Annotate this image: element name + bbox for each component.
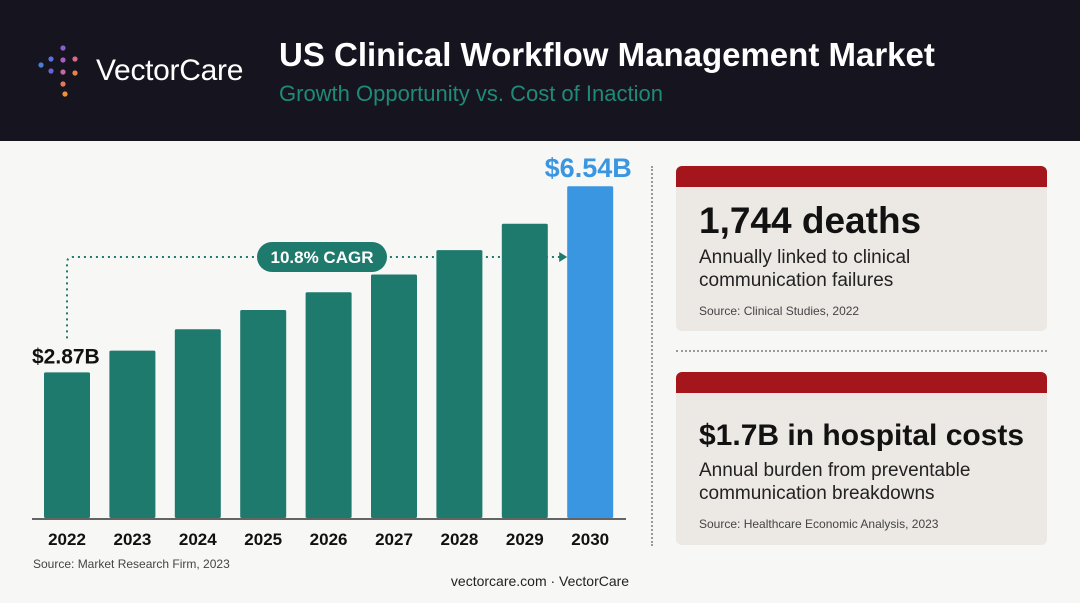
data-label-2022: $2.87B bbox=[32, 345, 100, 368]
card-accent-bar bbox=[676, 166, 1047, 187]
cagr-arrowhead bbox=[559, 252, 568, 262]
data-label-2030: $6.54B bbox=[545, 153, 632, 183]
vectorcare-logo-icon bbox=[38, 45, 78, 97]
cagr-connector-line bbox=[66, 256, 562, 339]
footer-text: vectorcare.com · VectorCare bbox=[450, 573, 630, 589]
card-source: Source: Clinical Studies, 2022 bbox=[699, 304, 860, 318]
stat-card-costs: $1.7B in hospital costs Annual burden fr… bbox=[676, 372, 1047, 545]
bar-2025 bbox=[240, 309, 287, 518]
horizontal-divider bbox=[676, 350, 1047, 352]
chart-source: Source: Market Research Firm, 2023 bbox=[33, 557, 230, 571]
cagr-label: 10.8% CAGR bbox=[271, 248, 374, 267]
card-source: Source: Healthcare Economic Analysis, 20… bbox=[699, 517, 939, 531]
bar-2030 bbox=[567, 186, 614, 519]
x-tick-label: 2024 bbox=[179, 530, 217, 549]
x-tick-label: 2022 bbox=[48, 530, 86, 549]
card-accent-bar bbox=[676, 372, 1047, 393]
x-tick-label: 2027 bbox=[375, 530, 413, 549]
x-tick-label: 2030 bbox=[571, 530, 609, 549]
market-bar-chart: 2022 2023 2024 2025 2026 2027 2028 2029 2030 $2.8… bbox=[32, 153, 632, 549]
brand-name: VectorCare bbox=[96, 54, 244, 87]
page-title: US Clinical Workflow Management Market bbox=[279, 36, 935, 73]
x-tick-label: 2029 bbox=[506, 530, 544, 549]
card-headline: $1.7B in hospital costs bbox=[699, 419, 1025, 452]
bar-2028 bbox=[436, 250, 483, 518]
stat-card-deaths: 1,744 deaths Annually linked to clinical… bbox=[676, 166, 1047, 331]
bar-2022 bbox=[44, 372, 90, 518]
bar-2029 bbox=[501, 223, 548, 518]
x-tick-label: 2026 bbox=[310, 530, 348, 549]
vertical-divider bbox=[651, 166, 653, 546]
page-subtitle: Growth Opportunity vs. Cost of Inaction bbox=[279, 81, 663, 106]
card-description: Annually linked to clinical communicatio… bbox=[699, 247, 911, 291]
header-banner: VectorCare US Clinical Workflow Manageme… bbox=[0, 0, 1080, 141]
bar-2024 bbox=[174, 329, 221, 518]
card-headline: 1,744 deaths bbox=[699, 200, 922, 241]
cagr-badge bbox=[257, 242, 387, 272]
card-description: Annual burden from preventable communica… bbox=[699, 460, 971, 504]
x-tick-label: 2025 bbox=[244, 530, 282, 549]
x-tick-label: 2028 bbox=[440, 530, 478, 549]
bar-2027 bbox=[371, 274, 417, 518]
bar-2026 bbox=[305, 292, 352, 518]
x-tick-label: 2023 bbox=[113, 530, 151, 549]
bar-2023 bbox=[109, 350, 156, 518]
